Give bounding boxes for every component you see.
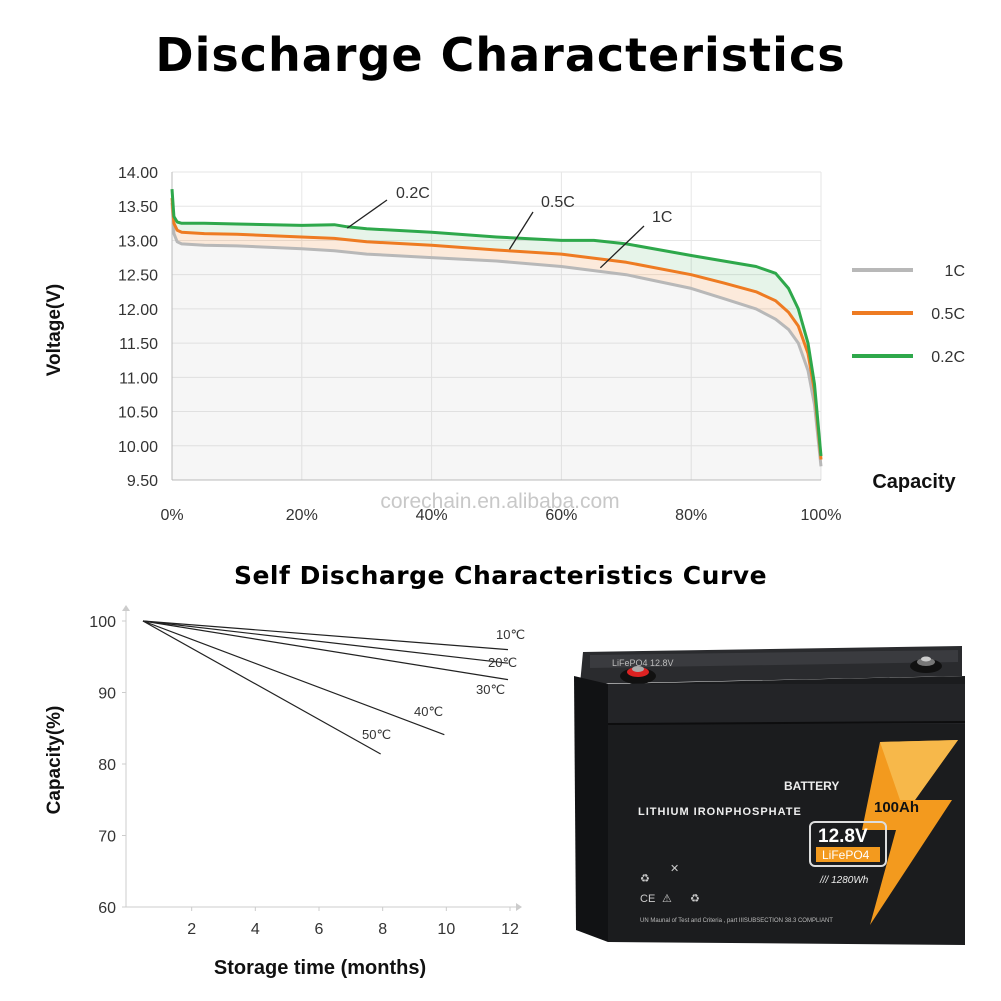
battery-capacity: 100Ah: [874, 799, 919, 816]
band-fill: [172, 189, 821, 460]
x-tick-label: 10: [437, 921, 455, 938]
page-title: Discharge Characteristics: [155, 28, 846, 82]
y-tick-label: 60: [98, 900, 116, 917]
discharge-tick-labels: 14.00 13.50 13.00 12.50 12.00 11.50 11.00 10.50…: [118, 165, 842, 524]
legend-label: 0.2C: [931, 349, 965, 366]
x-axis-label-storage: Storage time (months): [214, 957, 426, 979]
self-discharge-tick-labels: 100 90 80 70 60 2 4 6 8 10 12: [89, 614, 519, 938]
legend-label: 1C: [945, 263, 965, 280]
self-discharge-grid: [122, 605, 522, 911]
series-label: 10℃: [496, 627, 525, 642]
battery-label: BATTERY: [784, 779, 839, 793]
x-tick-label: 40%: [416, 507, 448, 524]
series-line-20℃: [142, 620, 509, 664]
discharge-legend: 1C 0.5C 0.2C: [852, 263, 965, 366]
y-tick-label: 9.50: [127, 473, 158, 490]
y-axis-label: Voltage(V): [44, 284, 65, 377]
x-axis-label: Capacity: [872, 471, 956, 493]
battery-compliance: UN Maunal of Test and Criteria , part II…: [640, 918, 833, 924]
watermark: corechain.en.alibaba.com: [380, 490, 619, 513]
series-line-1C: [170, 202, 823, 467]
battery-top-label: LiFePO4 12.8V: [612, 658, 674, 668]
x-axis-arrow: [516, 903, 522, 911]
recycle-icon-2: ♻: [690, 893, 700, 905]
legend-label: 0.5C: [931, 306, 965, 323]
annotation-leader: [508, 211, 534, 250]
series-line-30℃: [142, 620, 509, 681]
discharge-annotations: 0.2C 0.5C 1C: [346, 185, 672, 269]
series-line-0_2C: [170, 188, 823, 457]
battery-energy: /// 1280Wh: [819, 875, 869, 886]
y-axis-label-capacity: Capacity(%): [44, 706, 65, 815]
x-tick-label: 0%: [160, 507, 183, 524]
x-tick-label: 2: [187, 921, 196, 938]
x-tick-label: 12: [501, 921, 519, 938]
y-tick-label: 12.50: [118, 268, 158, 285]
series-line-10℃: [142, 620, 509, 651]
series-line-0_5C: [170, 197, 823, 460]
y-tick-label: 14.00: [118, 165, 158, 182]
x-tick-label: 6: [315, 921, 324, 938]
series-label: 20℃: [488, 655, 517, 670]
series-label: 30℃: [476, 682, 505, 697]
y-tick-label: 70: [98, 829, 116, 846]
area-under-1c: [172, 202, 821, 481]
battery-voltage: 12.8V: [818, 826, 868, 847]
y-tick-label: 11.00: [119, 370, 158, 387]
y-tick-label: 13.50: [118, 199, 158, 216]
discharge-series-lines: [170, 188, 823, 467]
battery-type: LiFePO4: [822, 848, 870, 862]
annotation-leader: [346, 199, 388, 229]
y-tick-label: 10.00: [118, 439, 158, 456]
ce-icon: CE: [640, 893, 655, 905]
y-tick-label: 13.00: [118, 233, 158, 250]
y-axis-arrow: [122, 605, 130, 611]
band-fill: [172, 198, 821, 467]
x-tick-label: 4: [251, 921, 260, 938]
annotation-label: 0.5C: [541, 194, 575, 211]
series-label: 50℃: [362, 727, 391, 742]
y-tick-label: 12.00: [118, 302, 158, 319]
y-tick-label: 10.50: [118, 405, 158, 422]
series-label: 40℃: [414, 704, 443, 719]
y-tick-label: 100: [89, 614, 116, 631]
series-line-50℃: [142, 620, 381, 755]
bin-icon: ✕: [670, 863, 679, 875]
y-tick-label: 11.50: [119, 336, 158, 353]
y-tick-label: 90: [98, 686, 116, 703]
x-tick-label: 8: [378, 921, 387, 938]
discharge-grid: [171, 171, 822, 481]
discharge-fill-area: [172, 189, 821, 481]
x-tick-label: 20%: [286, 507, 318, 524]
battery-image: LiFePO4 12.8V BATTERY LITHIUM IRONPHOSPH…: [574, 646, 966, 945]
x-tick-label: 100%: [801, 507, 842, 524]
battery-chemistry: LITHIUM IRONPHOSPHATE: [638, 806, 802, 818]
annotation-label: 1C: [652, 209, 672, 226]
fire-icon: ⚠: [662, 893, 672, 905]
x-tick-label: 80%: [675, 507, 707, 524]
series-line-40℃: [142, 620, 445, 736]
self-discharge-series-lines: 10℃ 20℃ 30℃ 40℃ 50℃: [142, 620, 525, 755]
annotation-label: 0.2C: [396, 185, 430, 202]
recycle-icon: ♻: [640, 873, 650, 885]
y-tick-label: 80: [98, 757, 116, 774]
x-tick-label: 60%: [545, 507, 577, 524]
subtitle: Self Discharge Characteristics Curve: [233, 561, 768, 590]
annotation-leader: [599, 225, 645, 269]
